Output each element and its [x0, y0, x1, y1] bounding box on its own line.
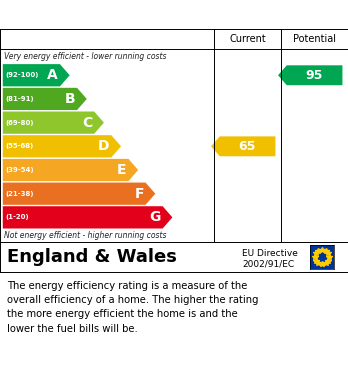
Polygon shape [3, 88, 87, 110]
Polygon shape [211, 136, 276, 156]
Text: G: G [150, 210, 161, 224]
Polygon shape [3, 135, 121, 158]
Polygon shape [3, 159, 138, 181]
Text: 2002/91/EC: 2002/91/EC [242, 259, 294, 268]
Text: Energy Efficiency Rating: Energy Efficiency Rating [9, 5, 238, 24]
Text: C: C [82, 116, 93, 130]
Polygon shape [3, 64, 70, 86]
Text: The energy efficiency rating is a measure of the
overall efficiency of a home. T: The energy efficiency rating is a measur… [7, 280, 259, 334]
Polygon shape [3, 183, 155, 205]
Text: Potential: Potential [293, 34, 336, 44]
Text: EU Directive: EU Directive [242, 249, 298, 258]
Text: (1-20): (1-20) [6, 214, 29, 221]
Text: Very energy efficient - lower running costs: Very energy efficient - lower running co… [4, 52, 167, 61]
Text: (69-80): (69-80) [6, 120, 34, 126]
Text: (21-38): (21-38) [6, 191, 34, 197]
Text: (81-91): (81-91) [6, 96, 34, 102]
Text: D: D [98, 139, 110, 153]
Text: 95: 95 [306, 69, 323, 82]
Text: (55-68): (55-68) [6, 143, 34, 149]
Polygon shape [3, 111, 104, 134]
Text: F: F [134, 187, 144, 201]
Text: (39-54): (39-54) [6, 167, 34, 173]
Text: E: E [117, 163, 127, 177]
Text: (92-100): (92-100) [6, 72, 39, 78]
Polygon shape [3, 206, 172, 228]
Polygon shape [278, 65, 342, 85]
Text: 65: 65 [239, 140, 256, 153]
Text: Not energy efficient - higher running costs: Not energy efficient - higher running co… [4, 231, 167, 240]
Text: B: B [65, 92, 75, 106]
Text: A: A [47, 68, 58, 82]
Text: Current: Current [229, 34, 266, 44]
Text: England & Wales: England & Wales [7, 248, 177, 266]
